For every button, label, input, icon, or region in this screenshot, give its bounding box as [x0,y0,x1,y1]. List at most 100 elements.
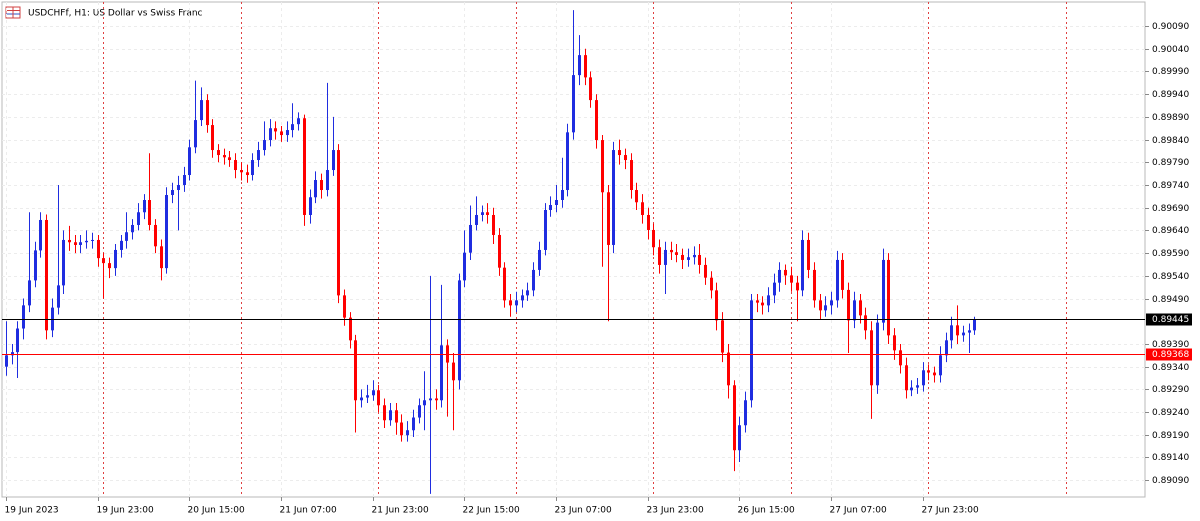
candle-body [492,214,495,235]
candle-body [337,150,340,296]
candle-body [864,315,867,331]
candle-body [962,332,965,336]
y-tick-label: 0.90040 [1152,45,1189,55]
y-tick-label: 0.89540 [1152,272,1189,282]
candle-body [354,340,357,401]
candle-body [503,267,506,301]
candle-body [206,100,209,126]
candle-body [698,254,701,265]
candle-body [824,305,827,311]
candle-body [68,239,71,243]
candle-body [91,239,94,241]
candle-body [475,214,478,225]
candle-body [532,269,535,291]
price-label-box [1146,313,1192,326]
candle-body [137,212,140,225]
candle-body [721,320,724,353]
candle-body [801,239,804,291]
candle-body [418,405,421,418]
candle-body [211,125,214,151]
candle-body [595,100,598,141]
x-tick-label: 21 Jun 07:00 [280,506,337,516]
candle-body [200,100,203,121]
candle-body [710,277,713,291]
candle-body [143,200,146,213]
candle-body [263,140,266,151]
candle-body [246,172,249,176]
y-tick-label: 0.89190 [1152,431,1189,441]
candle-body [555,200,558,205]
candle-body [39,219,42,251]
candle-body [945,340,948,356]
candle-body [62,239,65,286]
candle-body [813,269,816,301]
candle-body [383,405,386,421]
candle-body [566,132,569,191]
candle-body [578,55,581,76]
x-tick-label: 23 Jun 07:00 [555,506,612,516]
candle-body [28,280,31,306]
candles [5,10,976,494]
x-tick-label: 21 Jun 23:00 [372,506,429,516]
candle-body [624,155,627,161]
candle-body [549,204,552,210]
candle-body [675,252,678,255]
candle-body [343,295,346,318]
candle-body [486,212,489,215]
candle-body [652,229,655,248]
candle-body [859,300,862,316]
candle-body [120,240,123,250]
candle-body [927,370,930,373]
candle-body [876,322,879,386]
candle-body [234,160,237,171]
candle-body [406,430,409,436]
candle-body [607,192,610,245]
y-tick-label: 0.89640 [1152,226,1189,236]
candle-body [950,325,953,341]
candle-body [395,410,398,423]
candle-body [544,209,547,250]
candle-body [910,387,913,391]
candle-body [778,269,781,283]
candle-body [773,282,776,296]
candle-body [400,422,403,436]
candle-body [790,275,793,283]
candle-body [939,355,942,376]
candle-body [481,212,484,215]
x-tick-label: 27 Jun 23:00 [922,506,979,516]
y-tick-label: 0.89740 [1152,181,1189,191]
candle-body [446,345,449,363]
candle-body [5,355,8,367]
y-tick-label: 0.89140 [1152,453,1189,463]
candle-body [887,259,890,336]
candle-body [458,280,461,381]
candle-body [681,254,684,260]
candle-body [194,120,197,148]
candle-body [440,345,443,401]
y-tick-label: 0.89890 [1152,113,1189,123]
candle-body [452,362,455,381]
candle-body [297,118,300,125]
candle-body [658,247,661,265]
candle-body [870,330,873,386]
candle-body [882,259,885,323]
candle-body [744,400,747,426]
candle-body [280,131,283,136]
candle-body [956,325,959,336]
candle-body [423,400,426,406]
x-tick-label: 23 Jun 23:00 [647,506,704,516]
candle-body [257,150,260,161]
candle-body [515,300,518,306]
candle-body [16,328,19,353]
candle-body [922,370,925,386]
candle-body [469,224,472,253]
chart-title: USDCHFf, H1: US Dollar vs Swiss Franc [28,9,203,19]
candle-body [968,330,971,333]
candle-body [377,390,380,406]
candle-body [309,197,312,215]
candle-body [916,385,919,388]
candle-body [435,398,438,401]
candle-body [303,118,306,215]
